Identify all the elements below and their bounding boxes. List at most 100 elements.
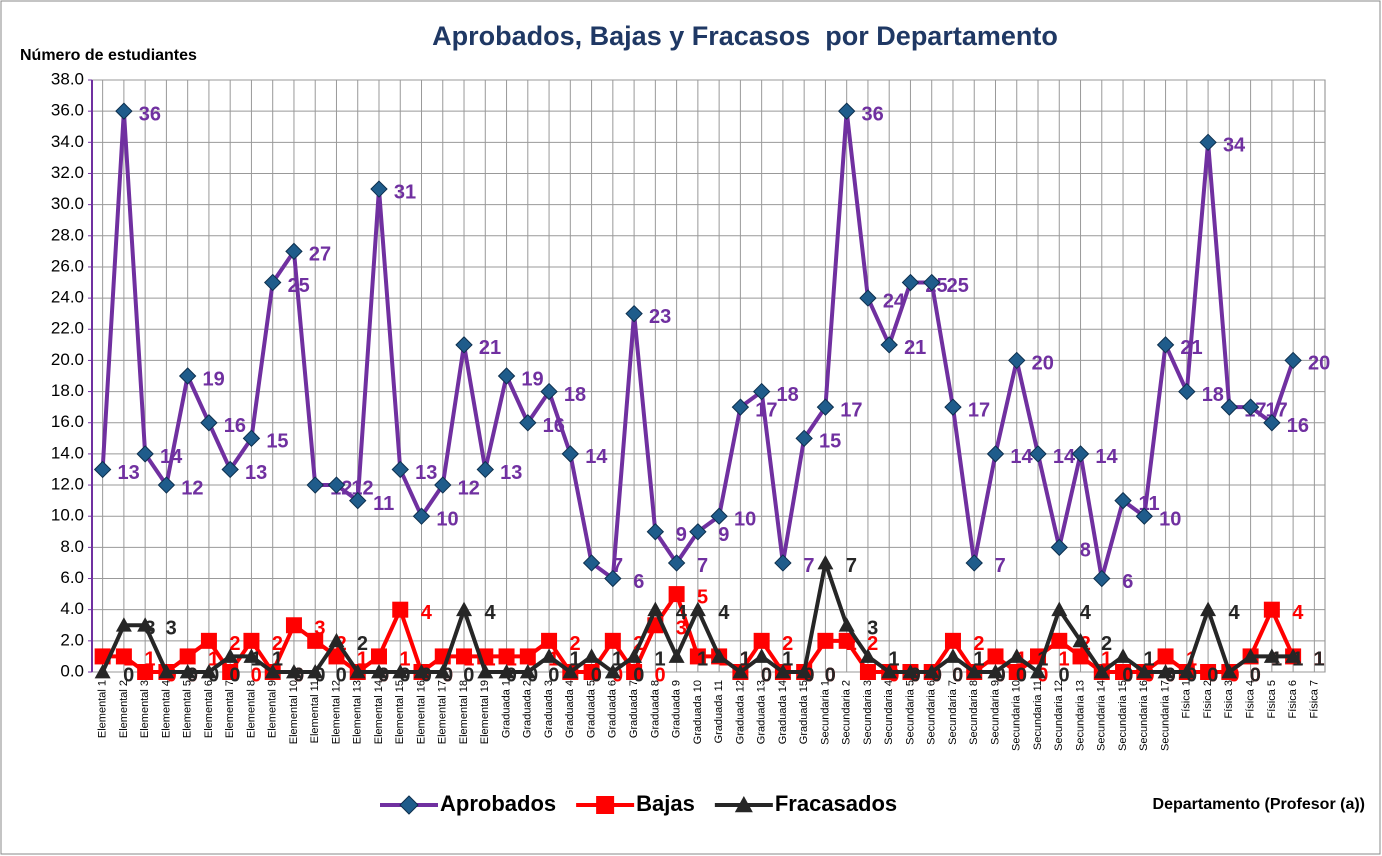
marker (1114, 491, 1132, 510)
marker (596, 796, 615, 814)
x-tick-label: Elemental 12 (330, 680, 342, 744)
marker (646, 523, 665, 541)
marker (349, 491, 367, 510)
data-label: 14 (160, 446, 183, 468)
data-label: 16 (543, 415, 565, 437)
data-label: 1 (1037, 649, 1048, 671)
data-label: 16 (1287, 415, 1309, 437)
chart-title: Aprobados, Bajas y Fracasos por Departam… (432, 21, 1058, 51)
x-tick-label: Secundaria 4 (883, 680, 895, 745)
marker (1071, 445, 1090, 463)
data-label: 9 (718, 524, 729, 546)
x-tick-label: Graduada 2 (522, 680, 534, 738)
x-tick-label: Graduada 8 (649, 680, 661, 738)
marker (923, 664, 940, 679)
data-label: 1 (399, 649, 410, 671)
marker (774, 554, 792, 572)
x-tick-label: Elemental 8 (245, 680, 257, 738)
data-label: 3 (314, 618, 325, 640)
y-tick-label: 4.0 (60, 599, 84, 618)
data-label: 18 (1202, 384, 1224, 406)
marker (732, 664, 749, 679)
data-label: 34 (1223, 135, 1246, 157)
data-label: 0 (251, 664, 262, 686)
data-label: 0 (655, 664, 666, 686)
marker (498, 664, 515, 679)
data-label: 0 (1250, 664, 1261, 686)
data-label: 0 (952, 664, 963, 686)
data-label: 21 (479, 337, 501, 359)
marker (519, 664, 536, 679)
data-label: 2 (229, 633, 240, 655)
marker (285, 664, 302, 679)
marker (157, 476, 176, 494)
data-label: 1 (655, 649, 666, 671)
data-label: 1 (1314, 649, 1325, 671)
x-tick-label: Secundaria 15 (1117, 680, 1129, 751)
marker (752, 382, 771, 401)
x-tick-label: Graduada 5 (585, 680, 597, 738)
data-label: 0 (591, 664, 602, 686)
data-label: 4 (718, 602, 730, 624)
x-tick-label: Física 6 (1287, 680, 1299, 719)
x-tick-label: Elemental 7 (224, 680, 236, 738)
x-tick-label: Graduada 11 (713, 680, 725, 743)
marker (604, 569, 622, 588)
marker (774, 664, 791, 679)
marker (626, 664, 643, 680)
marker (1156, 336, 1175, 354)
data-label: 0 (548, 664, 559, 686)
x-tick-label: Secundaria 7 (947, 680, 959, 745)
data-label: 20 (1308, 353, 1330, 375)
data-label: 0 (633, 664, 644, 686)
data-label: 15 (266, 431, 288, 453)
marker (200, 414, 218, 432)
marker (561, 445, 580, 463)
marker (243, 648, 260, 663)
x-tick-label: Elemental 17 (437, 680, 449, 744)
data-label: 10 (436, 508, 458, 530)
x-tick-label: Secundaria 14 (1096, 680, 1108, 751)
marker (625, 304, 643, 323)
x-tick-label: Secundaria 2 (841, 680, 853, 745)
marker (115, 617, 132, 632)
marker (689, 648, 706, 665)
marker (987, 648, 1004, 665)
data-label: 7 (803, 555, 814, 577)
marker (1008, 664, 1025, 680)
data-label: 2 (357, 633, 368, 655)
marker (1008, 648, 1025, 663)
marker (519, 648, 536, 665)
data-label: 19 (203, 368, 225, 390)
marker (604, 632, 621, 649)
marker (1030, 664, 1047, 679)
y-tick-label: 0.0 (60, 661, 84, 680)
data-label: 1 (1058, 649, 1069, 671)
data-label: 11 (373, 493, 394, 515)
marker (222, 648, 239, 663)
data-label: 2 (1101, 633, 1112, 655)
data-label: 0 (952, 664, 963, 686)
marker (731, 398, 750, 416)
marker (349, 664, 366, 679)
data-label: 36 (862, 103, 884, 125)
x-tick-label: Graduada 3 (543, 680, 555, 738)
data-label: 7 (995, 555, 1006, 577)
data-label: 7 (612, 555, 623, 577)
x-tick-label: Elemental 18 (458, 680, 470, 744)
data-label: 0 (761, 664, 772, 686)
x-tick-label: Secundaria 8 (968, 680, 980, 745)
data-label: 25 (288, 275, 310, 297)
data-label: 6 (1122, 571, 1133, 593)
data-label: 13 (118, 462, 140, 484)
data-label: 24 (883, 290, 906, 312)
x-tick-label: Física 5 (1266, 680, 1278, 719)
x-tick-label: Elemental 6 (203, 680, 215, 738)
marker (1285, 648, 1302, 663)
marker (710, 507, 728, 525)
x-tick-label: Elemental 5 (182, 680, 194, 738)
x-tick-label: Graduada 4 (564, 680, 576, 738)
data-label: 21 (904, 337, 926, 359)
data-label: 0 (1122, 664, 1133, 686)
